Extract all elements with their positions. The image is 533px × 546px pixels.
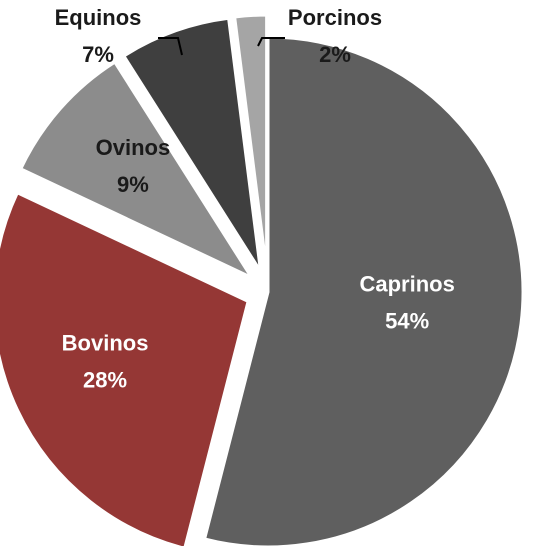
slice-name-bovinos: Bovinos: [62, 331, 149, 356]
leader-line-equinos: [158, 37, 183, 56]
slice-labels: Caprinos 54% Bovinos 28% Ovinos 9% Equinos 7% Po…: [55, 5, 455, 393]
slice-value-caprinos: 54%: [385, 309, 429, 334]
pie-slices: [0, 13, 525, 546]
leader-lines: [158, 37, 285, 56]
pie-slice-ovinos: [18, 60, 256, 282]
slice-name-ovinos: Ovinos: [96, 135, 171, 160]
slice-value-equinos: 7%: [82, 42, 114, 67]
slice-name-porcinos: Porcinos: [288, 5, 382, 30]
slice-value-porcinos: 2%: [319, 42, 351, 67]
slice-value-bovinos: 28%: [83, 368, 127, 393]
slice-name-equinos: Equinos: [55, 5, 142, 30]
pie-slice-equinos: [121, 16, 263, 273]
slice-value-ovinos: 9%: [117, 172, 149, 197]
pie-slice-caprinos: [202, 35, 525, 546]
pie-slice-bovinos: [0, 190, 250, 546]
leader-line-porcinos: [257, 37, 285, 47]
pie-slice-porcinos: [232, 13, 269, 271]
slice-name-caprinos: Caprinos: [359, 272, 454, 297]
